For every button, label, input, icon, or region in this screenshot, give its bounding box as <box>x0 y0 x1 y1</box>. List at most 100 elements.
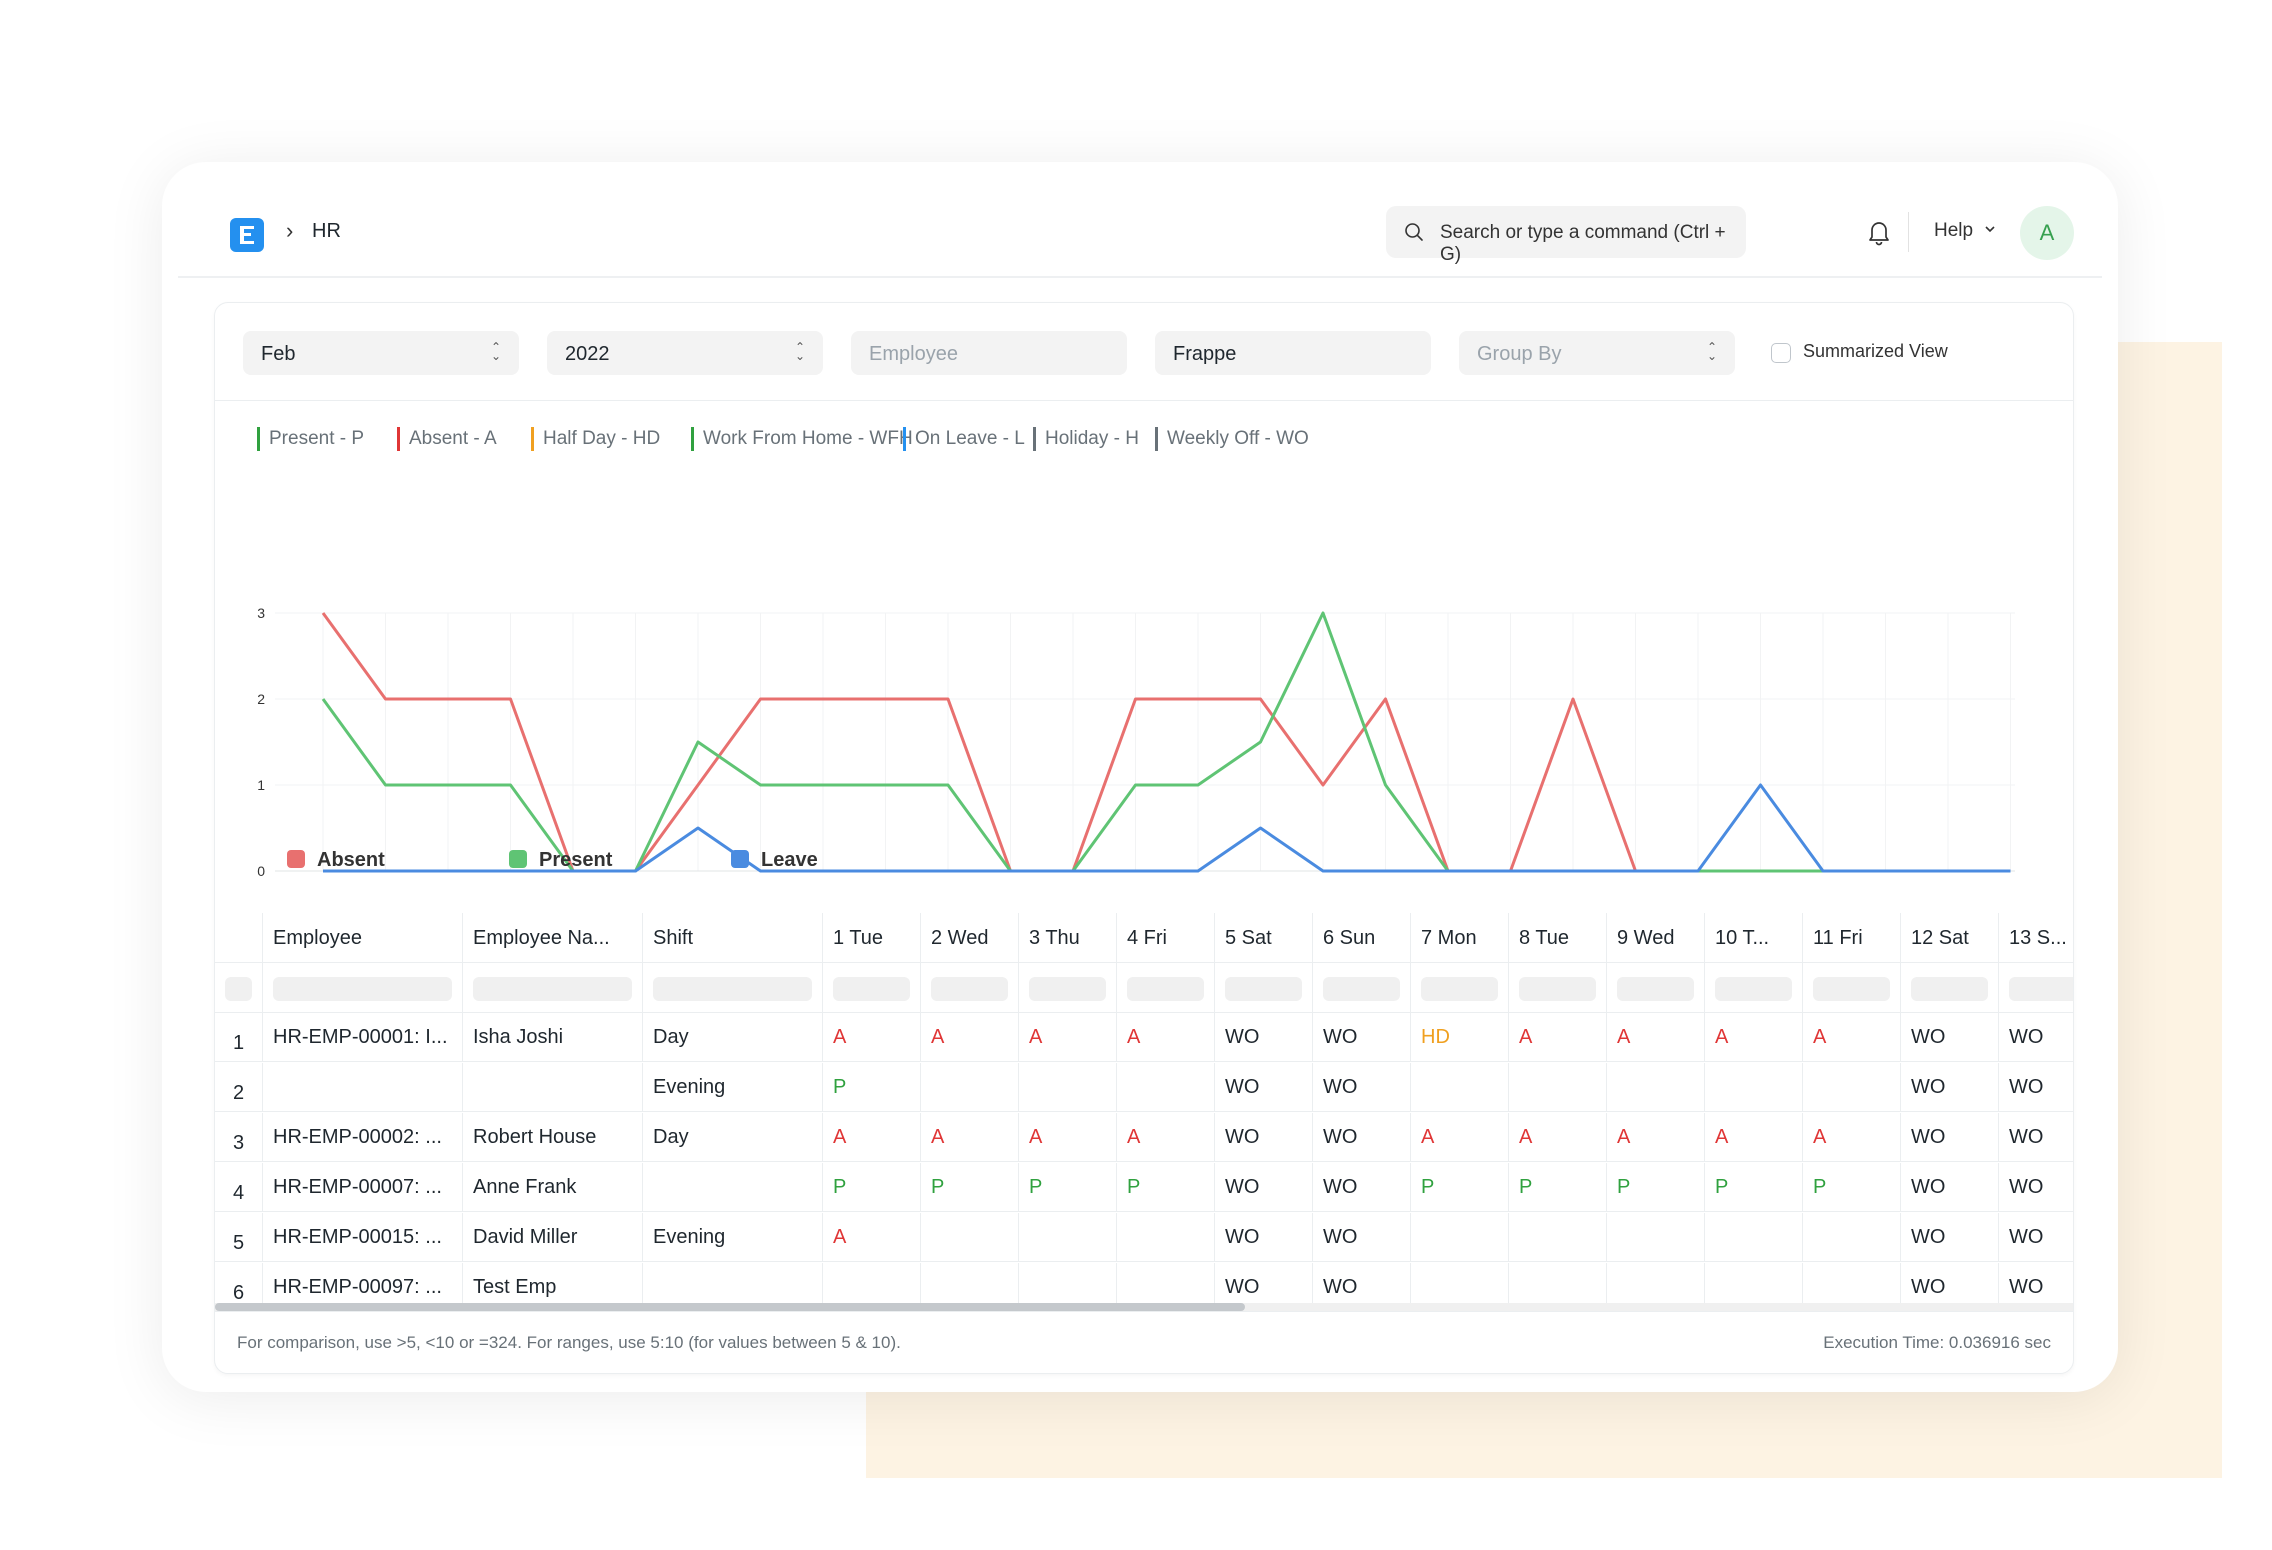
attendance-cell[interactable]: P <box>1607 1163 1705 1212</box>
column-filter-input[interactable] <box>1411 963 1509 1013</box>
attendance-cell[interactable]: A <box>823 1213 921 1262</box>
table-cell[interactable]: Day <box>643 1013 823 1062</box>
attendance-cell[interactable]: WO <box>1901 1063 1999 1112</box>
attendance-cell[interactable]: A <box>1803 1013 1901 1062</box>
attendance-cell[interactable]: WO <box>1901 1113 1999 1162</box>
table-cell[interactable] <box>643 1263 823 1312</box>
table-cell[interactable]: David Miller <box>463 1213 643 1262</box>
user-avatar[interactable]: A <box>2020 206 2074 260</box>
attendance-cell[interactable] <box>1607 1063 1705 1112</box>
attendance-cell[interactable]: WO <box>1999 1013 2073 1062</box>
attendance-cell[interactable] <box>1019 1213 1117 1262</box>
attendance-cell[interactable]: HD <box>1411 1013 1509 1062</box>
attendance-cell[interactable]: P <box>1019 1163 1117 1212</box>
employee-field[interactable]: Employee <box>851 331 1127 375</box>
attendance-cell[interactable]: P <box>1803 1163 1901 1212</box>
attendance-cell[interactable]: A <box>1705 1113 1803 1162</box>
month-select[interactable]: Feb ⌃ ⌄ <box>243 331 519 375</box>
table-cell[interactable]: Evening <box>643 1063 823 1112</box>
attendance-cell[interactable]: A <box>1509 1113 1607 1162</box>
attendance-cell[interactable] <box>1509 1263 1607 1312</box>
attendance-cell[interactable]: WO <box>1215 1063 1313 1112</box>
horizontal-scrollbar[interactable] <box>215 1303 2073 1311</box>
table-cell[interactable]: Robert House <box>463 1113 643 1162</box>
row-filter-cell[interactable] <box>215 963 263 1013</box>
table-cell[interactable]: Isha Joshi <box>463 1013 643 1062</box>
column-header[interactable]: Shift <box>643 913 823 963</box>
attendance-cell[interactable]: WO <box>1215 1213 1313 1262</box>
attendance-cell[interactable]: WO <box>1313 1213 1411 1262</box>
table-cell[interactable]: HR-EMP-00015: ... <box>263 1213 463 1262</box>
column-header[interactable]: 1 Tue <box>823 913 921 963</box>
attendance-cell[interactable] <box>1705 1263 1803 1312</box>
series-line-absent[interactable] <box>321 612 2011 873</box>
column-header[interactable]: 10 T... <box>1705 913 1803 963</box>
column-header[interactable]: 7 Mon <box>1411 913 1509 963</box>
attendance-cell[interactable]: WO <box>1901 1263 1999 1312</box>
attendance-cell[interactable]: WO <box>1901 1013 1999 1062</box>
table-cell[interactable]: HR-EMP-00007: ... <box>263 1163 463 1212</box>
column-filter-input[interactable] <box>463 963 643 1013</box>
attendance-cell[interactable]: WO <box>1999 1213 2073 1262</box>
attendance-cell[interactable]: A <box>823 1013 921 1062</box>
attendance-cell[interactable] <box>1117 1263 1215 1312</box>
attendance-cell[interactable]: P <box>823 1163 921 1212</box>
attendance-cell[interactable] <box>921 1263 1019 1312</box>
column-header[interactable]: 3 Thu <box>1019 913 1117 963</box>
chart-legend-leave[interactable]: Leave <box>731 849 818 872</box>
attendance-cell[interactable]: WO <box>1313 1063 1411 1112</box>
attendance-cell[interactable] <box>1019 1063 1117 1112</box>
attendance-cell[interactable]: WO <box>1215 1263 1313 1312</box>
attendance-cell[interactable]: WO <box>1999 1163 2073 1212</box>
attendance-cell[interactable]: P <box>921 1163 1019 1212</box>
column-filter-input[interactable] <box>1901 963 1999 1013</box>
attendance-cell[interactable]: A <box>1117 1113 1215 1162</box>
column-filter-input[interactable] <box>1215 963 1313 1013</box>
column-filter-input[interactable] <box>1607 963 1705 1013</box>
attendance-cell[interactable] <box>1607 1263 1705 1312</box>
column-filter-input[interactable] <box>1999 963 2073 1013</box>
table-cell[interactable] <box>643 1163 823 1212</box>
column-header[interactable]: Employee <box>263 913 463 963</box>
column-filter-input[interactable] <box>263 963 463 1013</box>
attendance-cell[interactable] <box>1117 1063 1215 1112</box>
attendance-cell[interactable] <box>1019 1263 1117 1312</box>
attendance-cell[interactable] <box>1117 1213 1215 1262</box>
attendance-cell[interactable]: A <box>1607 1013 1705 1062</box>
attendance-cell[interactable]: WO <box>1215 1113 1313 1162</box>
year-select[interactable]: 2022 ⌃ ⌄ <box>547 331 823 375</box>
attendance-cell[interactable] <box>1803 1263 1901 1312</box>
table-cell[interactable]: HR-EMP-00002: ... <box>263 1113 463 1162</box>
table-row[interactable]: 1 HR-EMP-00001: I... Isha Joshi Day A A A A WO WO… <box>215 1013 2073 1062</box>
column-header[interactable]: 8 Tue <box>1509 913 1607 963</box>
attendance-cell[interactable]: WO <box>1313 1013 1411 1062</box>
attendance-cell[interactable]: WO <box>1313 1113 1411 1162</box>
table-cell[interactable]: Anne Frank <box>463 1163 643 1212</box>
table-row[interactable]: 2 Evening P WO WO WO WO <box>215 1063 2073 1112</box>
attendance-cell[interactable]: A <box>921 1113 1019 1162</box>
app-logo-icon[interactable] <box>230 218 264 252</box>
summarized-view-checkbox[interactable] <box>1771 343 1791 363</box>
table-cell[interactable]: HR-EMP-00097: ... <box>263 1263 463 1312</box>
attendance-cell[interactable]: A <box>1411 1113 1509 1162</box>
attendance-cell[interactable] <box>1705 1213 1803 1262</box>
table-cell[interactable]: Day <box>643 1113 823 1162</box>
attendance-cell[interactable] <box>1411 1213 1509 1262</box>
column-header[interactable]: 11 Fri <box>1803 913 1901 963</box>
attendance-cell[interactable]: A <box>921 1013 1019 1062</box>
column-filter-input[interactable] <box>823 963 921 1013</box>
column-header[interactable]: 13 S... <box>1999 913 2073 963</box>
table-row[interactable]: 5 HR-EMP-00015: ... David Miller Evening A WO… <box>215 1213 2073 1262</box>
column-filter-input[interactable] <box>1019 963 1117 1013</box>
attendance-cell[interactable] <box>1411 1063 1509 1112</box>
table-cell[interactable]: Test Emp <box>463 1263 643 1312</box>
column-filter-input[interactable] <box>643 963 823 1013</box>
column-filter-input[interactable] <box>1803 963 1901 1013</box>
attendance-cell[interactable]: WO <box>1999 1063 2073 1112</box>
chart-legend-absent[interactable]: Absent <box>287 849 385 872</box>
attendance-cell[interactable]: WO <box>1901 1163 1999 1212</box>
column-header[interactable]: 2 Wed <box>921 913 1019 963</box>
attendance-cell[interactable]: WO <box>1901 1213 1999 1262</box>
help-dropdown[interactable]: Help <box>1934 220 1974 241</box>
attendance-cell[interactable]: WO <box>1999 1113 2073 1162</box>
